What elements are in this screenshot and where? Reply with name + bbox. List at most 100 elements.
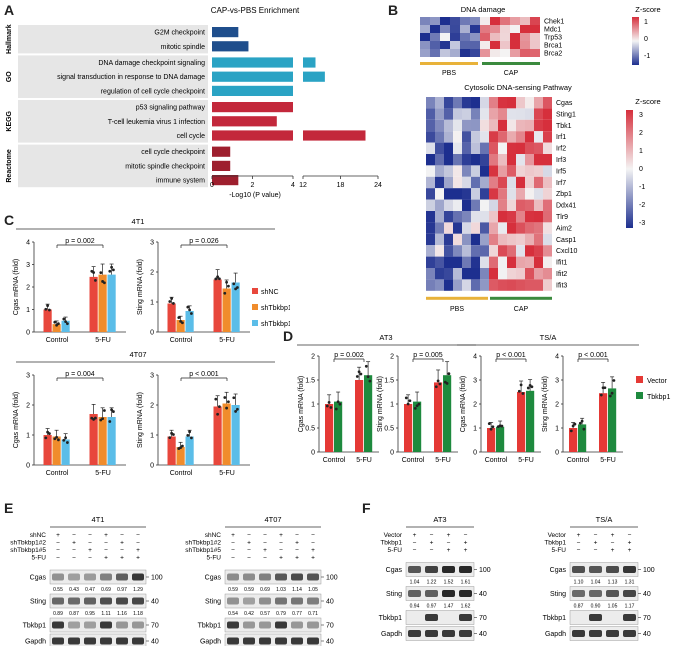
blot-band (425, 566, 438, 573)
heat-cell (489, 222, 498, 234)
heat-cell (444, 97, 453, 109)
heat-cell (489, 176, 498, 189)
heat-cell (525, 256, 534, 268)
condition-label: shNC (30, 532, 47, 539)
y-axis-label: Cgas mRNA (fold) (460, 376, 467, 432)
blot-band (442, 566, 455, 573)
heat-cell (534, 154, 543, 166)
cyto-scale-tick: -1 (639, 184, 645, 191)
data-point (108, 420, 112, 423)
data-point (236, 407, 239, 411)
cap-bar (490, 296, 552, 300)
pbs-label: PBS (450, 306, 464, 313)
heat-cell (516, 131, 525, 143)
blot-band (459, 590, 472, 597)
heat-cell (444, 211, 453, 223)
y-tick-label: 4 (26, 240, 30, 247)
heat-cell (520, 17, 530, 25)
y-tick-label: 2 (150, 403, 154, 410)
data-point (223, 396, 227, 399)
bar (413, 401, 422, 452)
bar-plot: 0 1 2 3 Sting mRNA (fold) Control 5-FU p < 0.00… (137, 371, 250, 477)
heat-cell (516, 154, 525, 166)
heat-cell (471, 119, 480, 132)
blot-band (589, 590, 602, 597)
heat-cell (453, 233, 462, 246)
bar (569, 428, 578, 452)
quant-value: 0.71 (308, 611, 318, 617)
condition-sign: − (247, 555, 251, 562)
kda-label: 40 (643, 591, 651, 598)
condition-sign: + (263, 547, 267, 554)
bar (222, 288, 231, 332)
cyto-scale-tick: 2 (639, 130, 643, 137)
legend-swatch (252, 304, 258, 310)
heat-cell (460, 25, 470, 33)
blot-band (84, 573, 96, 581)
cap-label: CAP (514, 306, 529, 313)
band-label: Cgas (550, 567, 567, 574)
condition-sign: + (413, 532, 417, 539)
condition-sign: − (413, 540, 417, 547)
bar (222, 403, 231, 465)
heat-cell (530, 25, 540, 33)
quant-value: 1.05 (308, 587, 318, 593)
d-title-tsa: TS/A (540, 333, 557, 342)
heat-cell (543, 199, 552, 211)
y-axis-label: Cgas mRNA (fold) (13, 259, 20, 315)
heat-cell (480, 41, 490, 49)
quant-value: 1.62 (461, 604, 471, 610)
data-point (445, 382, 449, 385)
condition-sign: + (311, 555, 315, 562)
heat-cell (530, 49, 540, 57)
kda-label: 70 (151, 623, 159, 630)
gene-label: Mdc1 (544, 27, 561, 34)
data-point (234, 410, 238, 413)
blot-strip (49, 633, 147, 646)
blot-band (307, 573, 319, 581)
blot-band (116, 637, 128, 645)
data-point (94, 416, 97, 420)
heat-cell (489, 256, 498, 268)
y-axis-label: Sting mRNA (fold) (542, 376, 549, 432)
blot-band (307, 637, 319, 645)
heat-cell (420, 25, 430, 33)
data-point (599, 393, 603, 397)
bar (212, 27, 239, 38)
heat-cell (534, 142, 543, 154)
heat-cell (498, 222, 507, 234)
x-tick-label: 18 (337, 182, 345, 189)
band-label: Sting (30, 599, 46, 606)
heat-cell (543, 211, 552, 223)
condition-sign: − (72, 555, 76, 562)
band-label: Tbkbp1 (198, 623, 221, 630)
bar (61, 320, 70, 332)
gene-label: Tlr9 (556, 214, 568, 221)
blot-band (52, 637, 64, 645)
y-axis-label: Cgas mRNA (fold) (298, 376, 305, 432)
band-label: Sting (550, 591, 566, 598)
data-point (170, 297, 174, 300)
condition-sign: − (104, 540, 108, 547)
data-point (110, 408, 113, 412)
data-point (355, 375, 359, 378)
data-point (99, 271, 103, 275)
blot-band (84, 621, 96, 629)
condition-sign: + (295, 555, 299, 562)
panel-c-figure: 4T1 4T07 0 1 2 3 4 Cgas mRNA (fold) Control 5-F… (13, 217, 290, 477)
blot-band (425, 630, 438, 637)
bar-plot: 0 1 2 3 Cgas mRNA (fold) Control 5-FU p = 0.004 (13, 371, 126, 477)
heat-cell (500, 49, 510, 57)
x-category-label: Control (170, 337, 193, 344)
heat-cell (507, 211, 516, 223)
quant-value: 1.14 (292, 587, 302, 593)
x-tick-label: 24 (374, 182, 382, 189)
kda-label: 100 (151, 575, 163, 582)
group-band (18, 25, 208, 54)
condition-label: shNC (205, 532, 222, 539)
blot-band (275, 597, 287, 605)
heat-cell (435, 245, 444, 257)
heat-cell (516, 268, 525, 280)
bar (231, 282, 240, 332)
